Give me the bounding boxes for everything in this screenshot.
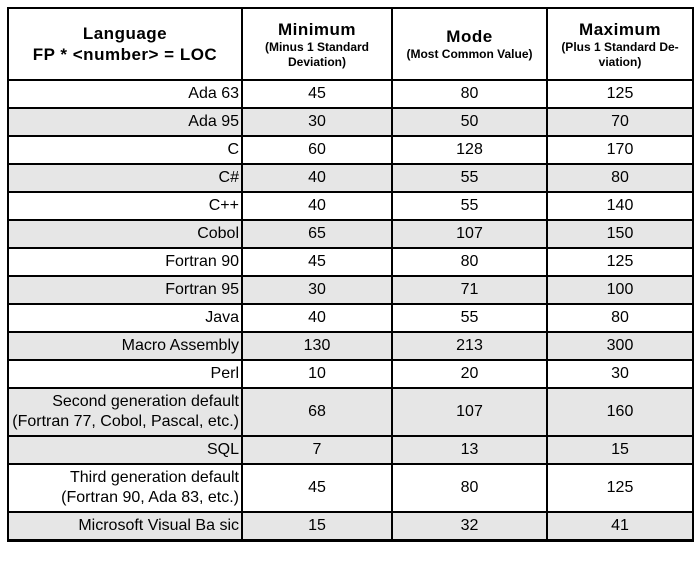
maximum-cell: 170 bbox=[546, 135, 694, 165]
minimum-cell: 40 bbox=[241, 163, 393, 193]
table-row: Fortran 95 30 71 100 bbox=[7, 275, 694, 305]
minimum-cell: 130 bbox=[241, 331, 393, 361]
mode-cell: 20 bbox=[391, 359, 548, 389]
table-row: Microsoft Visual Ba sic 15 32 41 bbox=[7, 511, 694, 542]
maximum-header-subtitle: (Plus 1 Standard De-viation) bbox=[561, 39, 679, 69]
minimum-cell: 15 bbox=[241, 511, 393, 542]
language-cell: C# bbox=[7, 163, 243, 193]
language-cell: Perl bbox=[7, 359, 243, 389]
table-body: Ada 63 45 80 125 Ada 95 30 50 70 C 60 12… bbox=[7, 79, 694, 542]
minimum-cell: 40 bbox=[241, 303, 393, 333]
mode-cell: 80 bbox=[391, 79, 548, 109]
table-row: Third generation default (Fortran 90, Ad… bbox=[7, 463, 694, 513]
language-header-formula: FP * <number> = LOC bbox=[32, 45, 218, 64]
minimum-cell: 30 bbox=[241, 275, 393, 305]
minimum-cell: 45 bbox=[241, 463, 393, 513]
col-header-minimum: Minimum (Minus 1 Standard Deviation) bbox=[241, 7, 393, 81]
language-cell: Fortran 95 bbox=[7, 275, 243, 305]
table-row: C# 40 55 80 bbox=[7, 163, 694, 193]
minimum-cell: 7 bbox=[241, 435, 393, 465]
minimum-cell: 65 bbox=[241, 219, 393, 249]
col-header-language: Language FP * <number> = LOC bbox=[7, 7, 243, 81]
language-cell: Fortran 90 bbox=[7, 247, 243, 277]
minimum-cell: 40 bbox=[241, 191, 393, 221]
maximum-cell: 150 bbox=[546, 219, 694, 249]
col-header-maximum: Maximum (Plus 1 Standard De-viation) bbox=[546, 7, 694, 81]
maximum-cell: 15 bbox=[546, 435, 694, 465]
language-cell: SQL bbox=[7, 435, 243, 465]
mode-cell: 50 bbox=[391, 107, 548, 137]
table-header: Language FP * <number> = LOC Minimum (Mi… bbox=[7, 7, 694, 81]
language-cell: Second generation default (Fortran 77, C… bbox=[7, 387, 243, 437]
minimum-cell: 68 bbox=[241, 387, 393, 437]
mode-header-title: Mode bbox=[446, 27, 493, 46]
language-cell: Ada 63 bbox=[7, 79, 243, 109]
language-cell: Macro Assembly bbox=[7, 331, 243, 361]
maximum-cell: 125 bbox=[546, 79, 694, 109]
mode-cell: 80 bbox=[391, 463, 548, 513]
minimum-cell: 10 bbox=[241, 359, 393, 389]
loc-per-fp-table: Language FP * <number> = LOC Minimum (Mi… bbox=[7, 7, 694, 542]
maximum-cell: 80 bbox=[546, 303, 694, 333]
table-row: Second generation default (Fortran 77, C… bbox=[7, 387, 694, 437]
mode-header-subtitle: (Most Common Value) bbox=[406, 47, 533, 61]
language-cell: Java bbox=[7, 303, 243, 333]
maximum-cell: 125 bbox=[546, 463, 694, 513]
table-row: Cobol 65 107 150 bbox=[7, 219, 694, 249]
maximum-cell: 125 bbox=[546, 247, 694, 277]
mode-cell: 13 bbox=[391, 435, 548, 465]
minimum-header-subtitle: (Minus 1 Standard Deviation) bbox=[264, 39, 369, 69]
col-header-mode: Mode (Most Common Value) bbox=[391, 7, 548, 81]
language-header-title: Language bbox=[82, 24, 168, 43]
maximum-cell: 300 bbox=[546, 331, 694, 361]
minimum-header-title: Minimum bbox=[277, 19, 357, 39]
maximum-cell: 140 bbox=[546, 191, 694, 221]
maximum-cell: 70 bbox=[546, 107, 694, 137]
mode-cell: 128 bbox=[391, 135, 548, 165]
mode-cell: 55 bbox=[391, 191, 548, 221]
mode-cell: 55 bbox=[391, 163, 548, 193]
table-row: Perl 10 20 30 bbox=[7, 359, 694, 389]
maximum-cell: 100 bbox=[546, 275, 694, 305]
language-cell: Microsoft Visual Ba sic bbox=[7, 511, 243, 542]
mode-cell: 107 bbox=[391, 387, 548, 437]
table-row: Fortran 90 45 80 125 bbox=[7, 247, 694, 277]
mode-cell: 213 bbox=[391, 331, 548, 361]
table-row: C++ 40 55 140 bbox=[7, 191, 694, 221]
table-row: C 60 128 170 bbox=[7, 135, 694, 165]
mode-cell: 71 bbox=[391, 275, 548, 305]
mode-cell: 107 bbox=[391, 219, 548, 249]
language-cell: C++ bbox=[7, 191, 243, 221]
minimum-cell: 45 bbox=[241, 247, 393, 277]
maximum-cell: 41 bbox=[546, 511, 694, 542]
mode-cell: 80 bbox=[391, 247, 548, 277]
mode-cell: 55 bbox=[391, 303, 548, 333]
language-cell: Ada 95 bbox=[7, 107, 243, 137]
maximum-cell: 160 bbox=[546, 387, 694, 437]
table-row: Macro Assembly 130 213 300 bbox=[7, 331, 694, 361]
table-row: Ada 63 45 80 125 bbox=[7, 79, 694, 109]
table-row: Java 40 55 80 bbox=[7, 303, 694, 333]
language-cell: C bbox=[7, 135, 243, 165]
table-row: SQL 7 13 15 bbox=[7, 435, 694, 465]
language-cell: Cobol bbox=[7, 219, 243, 249]
maximum-cell: 80 bbox=[546, 163, 694, 193]
header-row: Language FP * <number> = LOC Minimum (Mi… bbox=[7, 7, 694, 81]
minimum-cell: 30 bbox=[241, 107, 393, 137]
minimum-cell: 45 bbox=[241, 79, 393, 109]
maximum-cell: 30 bbox=[546, 359, 694, 389]
language-cell: Third generation default (Fortran 90, Ad… bbox=[7, 463, 243, 513]
minimum-cell: 60 bbox=[241, 135, 393, 165]
maximum-header-title: Maximum bbox=[579, 19, 661, 39]
mode-cell: 32 bbox=[391, 511, 548, 542]
table-row: Ada 95 30 50 70 bbox=[7, 107, 694, 137]
